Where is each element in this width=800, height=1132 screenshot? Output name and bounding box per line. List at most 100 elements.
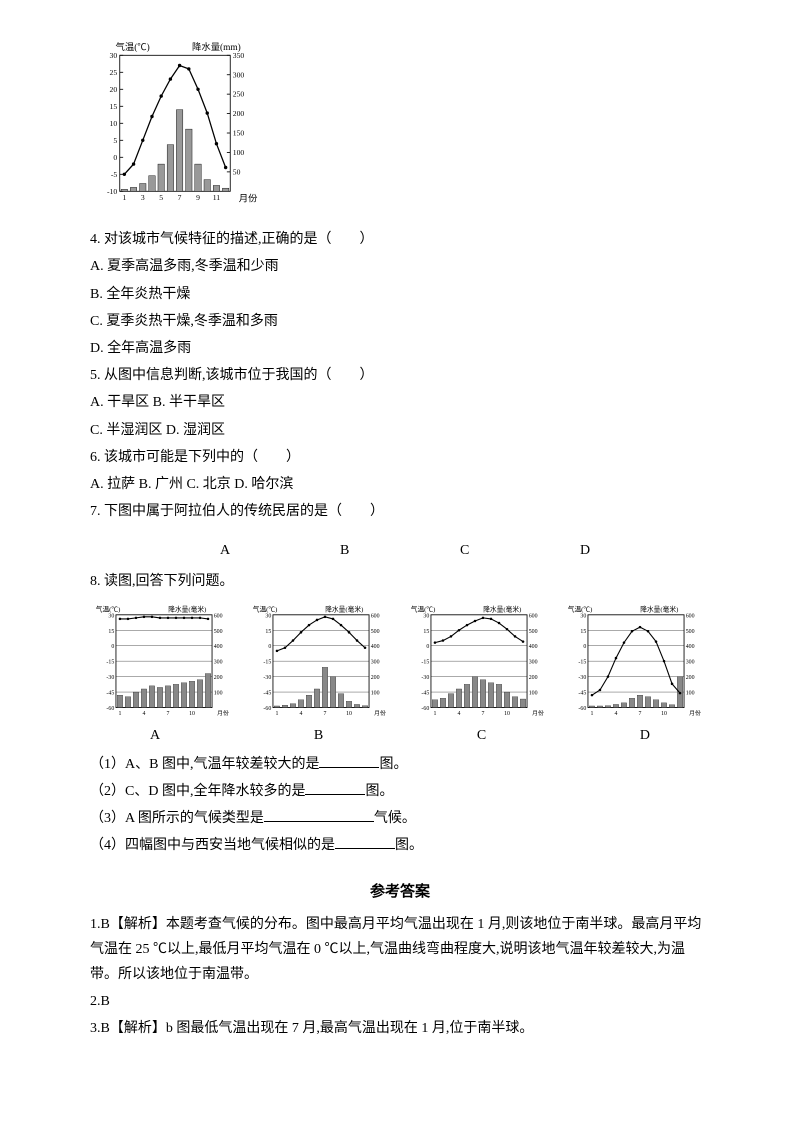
svg-text:10: 10: [661, 711, 667, 717]
svg-text:500: 500: [371, 628, 380, 634]
q4-optA: A. 夏季高温多雨,冬季温和少雨: [90, 254, 710, 279]
svg-text:5: 5: [159, 193, 163, 202]
q8-sub2b: 图。: [365, 784, 393, 799]
svg-text:-15: -15: [421, 659, 429, 665]
svg-text:-30: -30: [264, 675, 272, 681]
svg-text:-60: -60: [106, 706, 114, 712]
svg-text:4: 4: [300, 711, 303, 717]
svg-text:500: 500: [214, 628, 223, 634]
svg-text:1: 1: [122, 193, 126, 202]
svg-text:-30: -30: [106, 675, 114, 681]
svg-text:1: 1: [433, 711, 436, 717]
svg-text:1: 1: [276, 711, 279, 717]
svg-text:400: 400: [686, 644, 695, 650]
answer-3: 3.B【解析】b 图最低气温出现在 7 月,最高气温出现在 1 月,位于南半球。: [90, 1016, 710, 1041]
blank-1[interactable]: [319, 754, 379, 768]
svg-text:降水量(毫米): 降水量(毫米): [483, 604, 521, 613]
svg-text:100: 100: [214, 690, 223, 696]
label-c: C: [477, 723, 486, 748]
q7-stem: 7. 下图中属于阿拉伯人的传统民居的是（ ）: [90, 499, 710, 524]
svg-text:15: 15: [580, 628, 586, 634]
svg-text:200: 200: [371, 675, 380, 681]
q8-stem: 8. 读图,回答下列问题。: [90, 569, 710, 594]
svg-text:-15: -15: [106, 659, 114, 665]
svg-text:-30: -30: [421, 675, 429, 681]
svg-text:200: 200: [528, 675, 537, 681]
q8-sub4a: （4）四幅图中与西安当地气候相似的是: [90, 838, 335, 853]
q4-stem: 4. 对该城市气候特征的描述,正确的是（ ）: [90, 227, 710, 252]
svg-text:10: 10: [346, 711, 352, 717]
svg-text:100: 100: [528, 690, 537, 696]
svg-text:-45: -45: [421, 690, 429, 696]
svg-text:月份: 月份: [217, 709, 229, 717]
svg-text:150: 150: [233, 129, 245, 138]
q4-optC: C. 夏季炎热干燥,冬季温和多雨: [90, 309, 710, 334]
svg-text:4: 4: [614, 711, 617, 717]
svg-text:600: 600: [528, 613, 537, 619]
svg-text:-45: -45: [264, 690, 272, 696]
svg-text:4: 4: [457, 711, 460, 717]
svg-text:200: 200: [686, 675, 695, 681]
svg-text:-60: -60: [264, 706, 272, 712]
opt-c: C: [460, 538, 490, 563]
answer-1: 1.B【解析】本题考查气候的分布。图中最高月平均气温出现在 1 月,则该地位于南…: [90, 912, 710, 988]
q8-sub4: （4）四幅图中与西安当地气候相似的是 图。: [90, 833, 710, 858]
q8-sub4b: 图。: [395, 838, 423, 853]
svg-text:50: 50: [233, 167, 241, 176]
q8-sub3b: 气候。: [374, 811, 416, 826]
blank-3[interactable]: [264, 808, 374, 822]
q7-option-labels: A B C D: [90, 538, 710, 563]
svg-text:降水量(毫米): 降水量(毫米): [168, 604, 206, 613]
q8-sub2a: （2）C、D 图中,全年降水较多的是: [90, 784, 305, 799]
answers-title: 参考答案: [90, 879, 710, 906]
svg-text:气温(℃): 气温(℃): [253, 604, 278, 613]
main-x-title: 月份: [239, 193, 258, 205]
svg-text:-60: -60: [421, 706, 429, 712]
svg-text:400: 400: [528, 644, 537, 650]
svg-text:500: 500: [528, 628, 537, 634]
svg-text:350: 350: [233, 51, 245, 60]
opt-b: B: [340, 538, 370, 563]
svg-text:降水量(毫米): 降水量(毫米): [640, 604, 678, 613]
blank-4[interactable]: [335, 835, 395, 849]
answer-2: 2.B: [90, 989, 710, 1014]
svg-text:-45: -45: [106, 690, 114, 696]
svg-text:10: 10: [504, 711, 510, 717]
svg-text:月份: 月份: [689, 709, 701, 717]
svg-text:600: 600: [214, 613, 223, 619]
svg-text:15: 15: [266, 628, 272, 634]
svg-text:7: 7: [324, 711, 327, 717]
svg-text:3: 3: [141, 193, 145, 202]
svg-text:100: 100: [233, 148, 245, 157]
svg-text:30: 30: [266, 613, 272, 619]
svg-text:0: 0: [111, 644, 114, 650]
q4-optB: B. 全年炎热干燥: [90, 282, 710, 307]
mini-chart-labels: A B C D: [90, 723, 710, 748]
blank-2[interactable]: [305, 781, 365, 795]
svg-text:10: 10: [110, 119, 118, 128]
svg-text:7: 7: [178, 193, 182, 202]
svg-text:300: 300: [233, 70, 245, 79]
svg-text:气温(℃): 气温(℃): [96, 604, 121, 613]
label-b: B: [314, 723, 323, 748]
svg-text:100: 100: [686, 690, 695, 696]
svg-text:100: 100: [371, 690, 380, 696]
main-climate-chart: 气温(℃) 降水量(mm) 302520151050-5-10350300250…: [90, 40, 260, 210]
svg-text:300: 300: [371, 659, 380, 665]
svg-text:气温(℃): 气温(℃): [410, 604, 435, 613]
q5-line2: C. 半湿润区 D. 湿润区: [90, 418, 710, 443]
svg-text:月份: 月份: [374, 709, 386, 717]
svg-text:气温(℃): 气温(℃): [568, 604, 593, 613]
label-d: D: [640, 723, 650, 748]
svg-text:月份: 月份: [532, 709, 544, 717]
svg-text:0: 0: [269, 644, 272, 650]
svg-text:30: 30: [580, 613, 586, 619]
opt-a: A: [220, 538, 250, 563]
mini-chart-d: 气温(℃)降水量(毫米)30150-15-30-45-6060050040030…: [562, 603, 710, 721]
svg-text:30: 30: [108, 613, 114, 619]
label-a: A: [150, 723, 160, 748]
svg-text:0: 0: [426, 644, 429, 650]
svg-text:-15: -15: [578, 659, 586, 665]
svg-text:9: 9: [196, 193, 200, 202]
svg-text:300: 300: [686, 659, 695, 665]
